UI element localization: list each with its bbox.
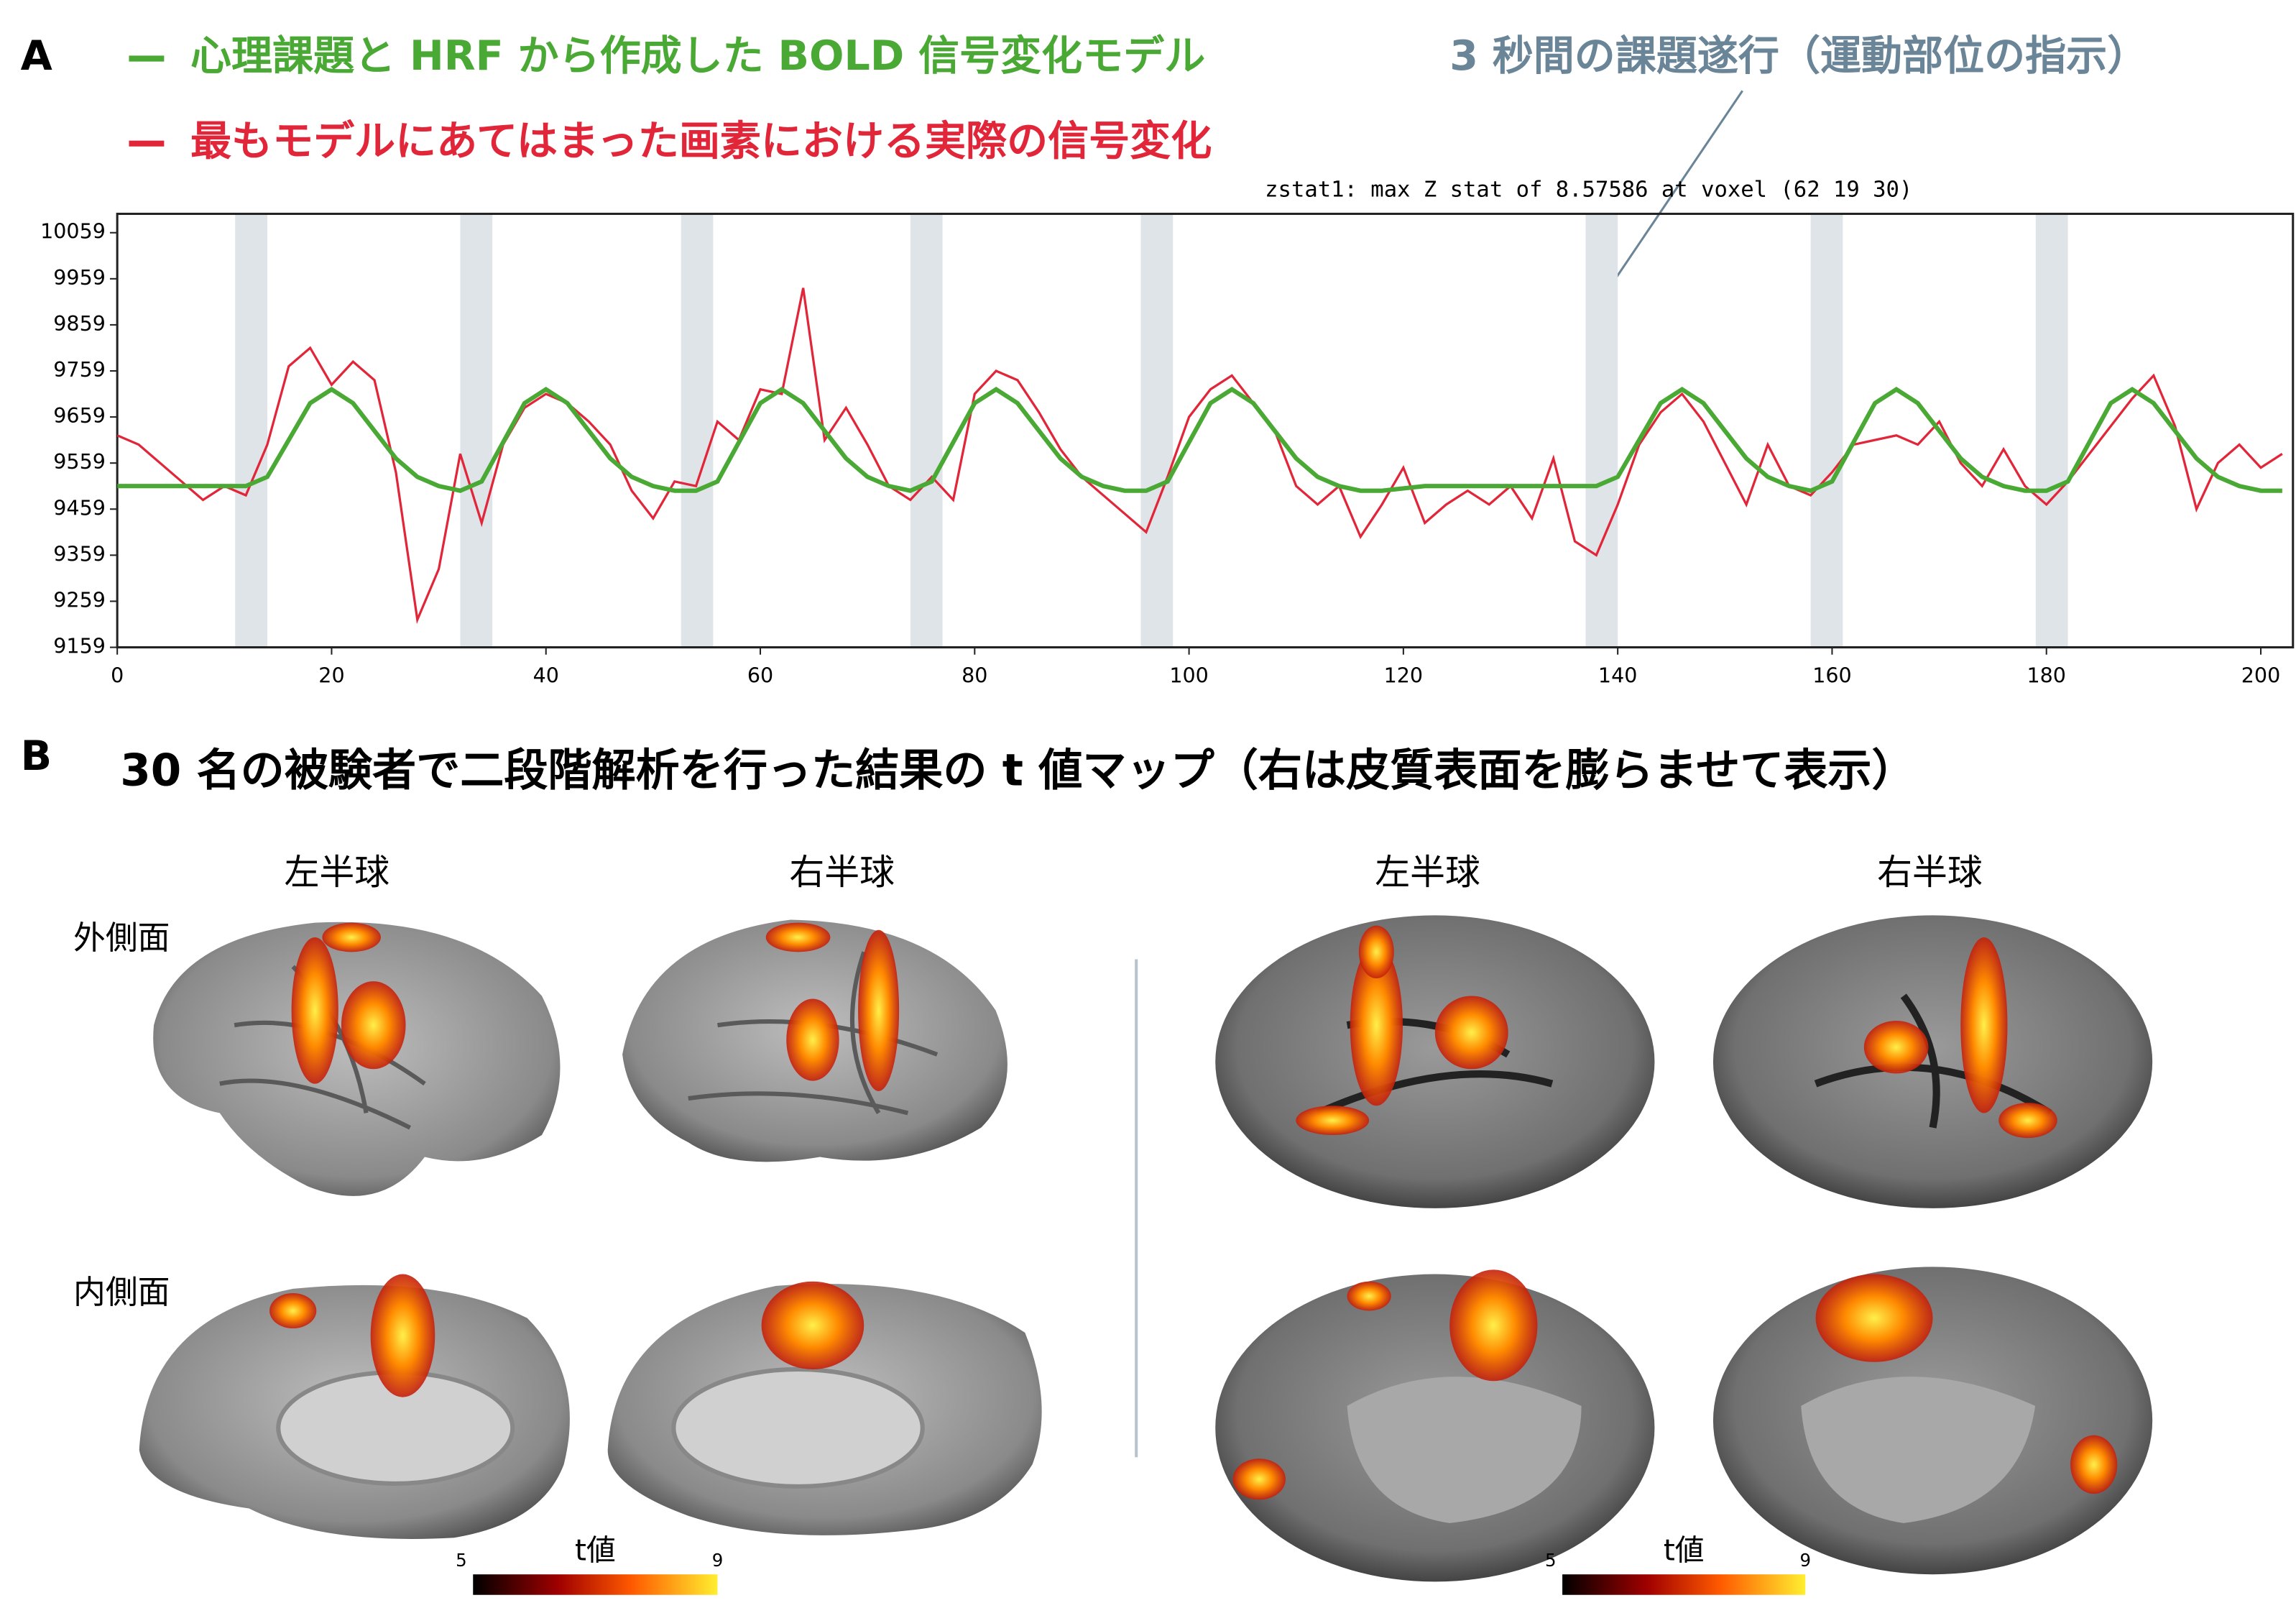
y-tick-label: 9959 — [53, 266, 106, 290]
legend-label: 心理課題と HRF から作成した BOLD 信号変化モデル — [190, 32, 1205, 80]
colorbars: t値 5 9 t値 5 9 — [456, 1533, 1811, 1595]
task-region — [1810, 213, 1843, 648]
task-region — [1140, 213, 1174, 648]
column-label: 右半球 — [1877, 852, 1983, 893]
plot: 9159 9259 9359 9459 9559 9659 9759 9859 9959 1005… — [40, 212, 2295, 687]
brain-inflated-medial-right — [1712, 1267, 2153, 1575]
legend: 心理課題と HRF から作成した BOLD 信号変化モデル最もモデルにあてはまっ… — [129, 32, 1212, 165]
task-region — [2035, 213, 2068, 648]
column-label: 左半球 — [1375, 852, 1480, 893]
task-region — [1585, 213, 1618, 648]
x-tick-label: 140 — [1598, 663, 1637, 687]
x-tick-label: 200 — [2241, 663, 2280, 687]
colorbar-label: t値 — [1664, 1533, 1705, 1568]
annotation-pointer — [1597, 90, 1743, 304]
y-tick-label: 9459 — [53, 496, 106, 520]
brain-inflated-lateral-left — [1215, 915, 1655, 1208]
task-region — [910, 213, 943, 648]
y-tick-label: 9259 — [53, 588, 106, 612]
plot-frame — [116, 212, 2295, 649]
legend-label: 最もモデルにあてはまった画素における実際の信号変化 — [190, 117, 1212, 165]
y-tick-label: 9759 — [53, 358, 106, 382]
x-tick-label: 0 — [111, 663, 124, 687]
task-region — [681, 213, 714, 648]
x-tick-label: 160 — [1812, 663, 1851, 687]
brain-medial-right — [607, 1281, 1042, 1535]
brain-lateral-left — [153, 922, 561, 1196]
colorbar-tick-label: 9 — [712, 1550, 724, 1571]
x-tick-label: 100 — [1169, 663, 1208, 687]
y-tick-label: 9159 — [53, 635, 106, 658]
x-tick-label: 40 — [533, 663, 559, 687]
colorbar-tick-label: 5 — [1545, 1550, 1557, 1571]
series-group — [117, 288, 2283, 625]
x-tick-label: 180 — [2027, 663, 2066, 687]
panel-label: A — [21, 32, 52, 80]
column-label: 左半球 — [284, 852, 389, 893]
series-line — [117, 288, 2283, 625]
y-tick-label: 10059 — [40, 220, 106, 244]
y-tick-label: 9359 — [53, 542, 106, 566]
colorbar-tick-label: 5 — [456, 1550, 467, 1571]
colorbar-label: t値 — [575, 1533, 616, 1568]
brain-medial-left — [139, 1274, 570, 1539]
brain-inflated-medial-left — [1215, 1269, 1655, 1582]
task-region — [460, 213, 493, 648]
panel-label: B — [21, 732, 52, 780]
x-tick-label: 60 — [747, 663, 773, 687]
x-tick-label: 120 — [1384, 663, 1423, 687]
brain-inflated-lateral-right — [1712, 915, 2153, 1208]
colorbar — [473, 1574, 718, 1595]
row-label: 内側面 — [73, 1273, 170, 1311]
x-tick-label: 20 — [318, 663, 344, 687]
colorbar — [1562, 1574, 1806, 1595]
column-label: 右半球 — [789, 852, 895, 893]
x-tick-label: 80 — [962, 663, 987, 687]
panel-title: 30 名の被験者で二段階解析を行った結果の t 値マップ（右は皮質表面を膨らませ… — [120, 745, 1915, 796]
y-tick-label: 9859 — [53, 312, 106, 336]
colorbar-tick-label: 9 — [1800, 1550, 1812, 1571]
annotation: 3 秒間の課題遂行（運動部位の指示） — [1449, 32, 2148, 80]
row-label: 外側面 — [73, 919, 170, 957]
task-region — [235, 213, 267, 648]
chart-subtitle: zstat1: max Z stat of 8.57586 at voxel (… — [1265, 177, 1912, 202]
y-tick-label: 9559 — [53, 450, 106, 474]
brain-lateral-right — [622, 919, 1008, 1162]
series-line — [117, 387, 2282, 493]
y-tick-label: 9659 — [53, 404, 106, 428]
